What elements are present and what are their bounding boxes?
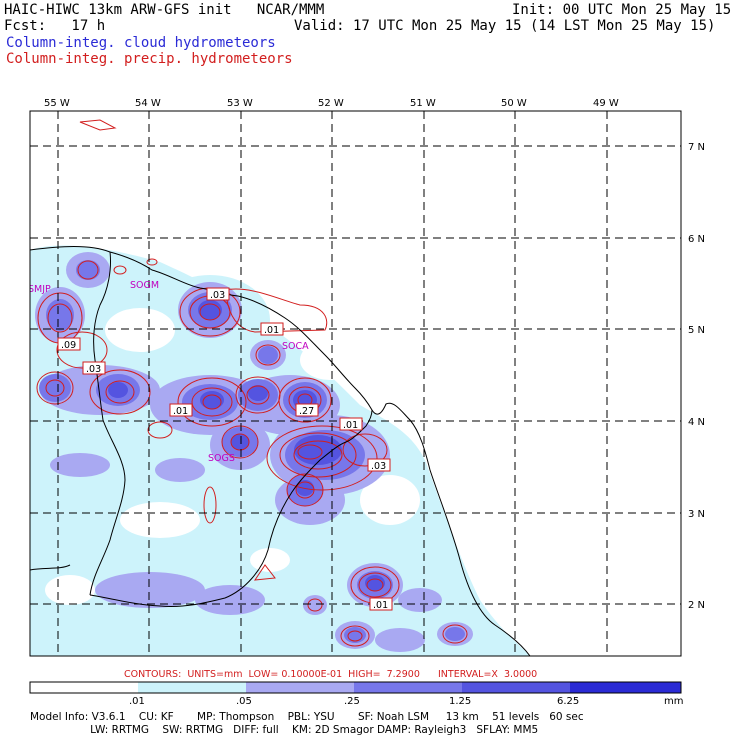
- colorbar-swatch: [570, 682, 681, 693]
- field-cloud-label: Column-integ. cloud hydrometeors: [6, 35, 276, 51]
- contour-label: .03: [210, 290, 225, 301]
- colorbar-swatch: [354, 682, 462, 693]
- colorbar-unit: mm: [664, 696, 683, 707]
- footer-model-info: Model Info: V3.6.1 CU: KF MP: Thompson P…: [30, 711, 584, 723]
- lon-label: 54 W: [135, 98, 161, 109]
- lat-labels: 7 N 6 N 5 N 4 N 3 N 2 N: [688, 142, 705, 611]
- lon-label: 49 W: [593, 98, 619, 109]
- colorbar-swatch: [246, 682, 354, 693]
- lat-label: 4 N: [688, 417, 705, 428]
- precip-contours: [36, 119, 468, 647]
- colorbar-tick: .01: [129, 696, 145, 707]
- colorbar-swatch: [30, 682, 138, 693]
- lat-label: 6 N: [688, 234, 705, 245]
- colorbar-tick: .05: [236, 696, 252, 707]
- station-labels: SMJP SOGM SOCA SOGS: [28, 280, 309, 464]
- lat-label: 3 N: [688, 509, 705, 520]
- clear-areas: [45, 308, 420, 605]
- colorbar-tick: 1.25: [449, 696, 471, 707]
- contour-label: .03: [371, 461, 386, 472]
- contour-label: .01: [173, 406, 188, 417]
- colorbar-tick: .25: [344, 696, 360, 707]
- map-frame: [29, 110, 682, 657]
- lon-label: 51 W: [410, 98, 436, 109]
- colorbar-tick: 6.25: [557, 696, 579, 707]
- contour-label: .09: [61, 340, 76, 351]
- lat-label: 2 N: [688, 600, 705, 611]
- lat-label: 5 N: [688, 325, 705, 336]
- contour-label: .27: [299, 406, 314, 417]
- lon-label: 52 W: [318, 98, 344, 109]
- lon-label: 55 W: [44, 98, 70, 109]
- station-label: SMJP: [28, 284, 51, 295]
- colorbar-swatch: [462, 682, 570, 693]
- header-title: HAIC-HIWC 13km ARW-GFS init NCAR/MMM: [4, 2, 325, 18]
- contour-label: .01: [264, 325, 279, 336]
- contour-label: .01: [373, 600, 388, 611]
- contours-info: CONTOURS: UNITS=mm LOW= 0.10000E-01 HIGH…: [124, 669, 537, 680]
- colorbar: .01 .05 .25 1.25 6.25 mm: [29, 681, 683, 707]
- lon-labels: 55 W 54 W 53 W 52 W 51 W 50 W 49 W: [44, 98, 619, 109]
- station-label: SOGM: [130, 280, 159, 291]
- footer-physics-info: LW: RRTMG SW: RRTMG DIFF: full KM: 2D Sm…: [30, 724, 539, 736]
- lon-label: 50 W: [501, 98, 527, 109]
- field-precip-label: Column-integ. precip. hydrometeors: [6, 51, 293, 67]
- header-forecast-hour: Fcst: 17 h: [4, 18, 106, 34]
- station-label: SOCA: [282, 341, 309, 352]
- contour-label: .01: [343, 420, 358, 431]
- colorbar-swatch: [138, 682, 246, 693]
- contour-label: .03: [86, 364, 101, 375]
- header-init-time: Init: 00 UTC Mon 25 May 15: [512, 2, 732, 18]
- header-valid-time: Valid: 17 UTC Mon 25 May 15 (14 LST Mon …: [294, 18, 716, 34]
- lat-label: 7 N: [688, 142, 705, 153]
- contour-value-labels: .03 .01 .09 .03 .01 .27 .01 .03 .01: [57, 287, 393, 611]
- coastline: [30, 246, 531, 656]
- station-label: SOGS: [208, 453, 235, 464]
- lon-label: 53 W: [227, 98, 253, 109]
